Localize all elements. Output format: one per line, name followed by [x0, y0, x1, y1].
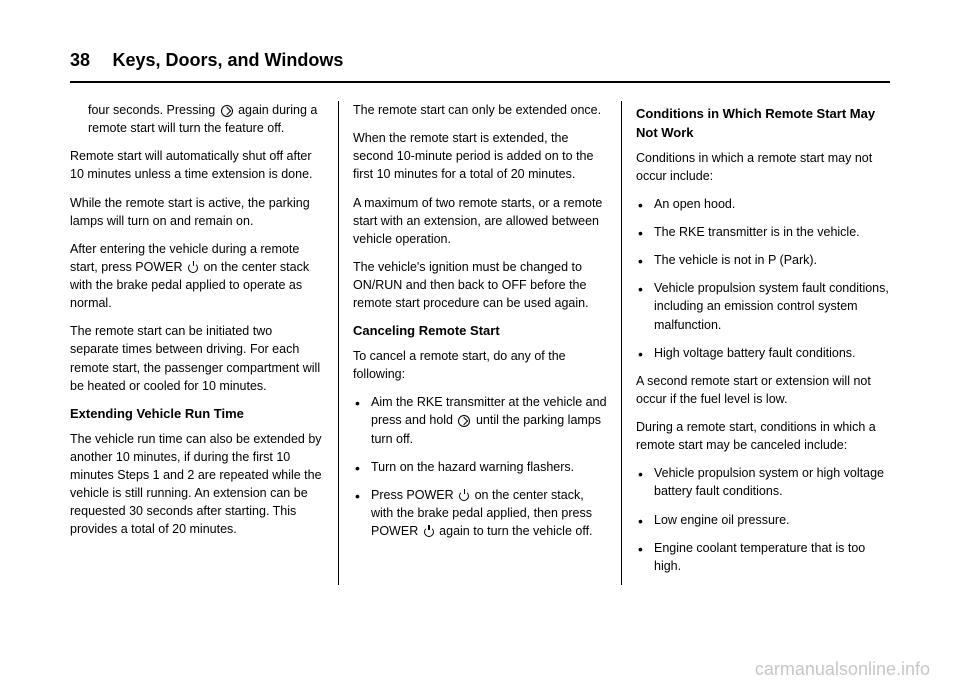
paragraph: The vehicle's ignition must be changed t… — [353, 258, 607, 312]
remote-start-icon — [221, 105, 233, 117]
paragraph: While the remote start is active, the pa… — [70, 194, 324, 230]
watermark: carmanualsonline.info — [755, 659, 930, 680]
paragraph: During a remote start, conditions in whi… — [636, 418, 890, 454]
manual-page: 38 Keys, Doors, and Windows four seconds… — [30, 20, 930, 615]
page-header: 38 Keys, Doors, and Windows — [70, 50, 890, 83]
paragraph: The vehicle run time can also be extende… — [70, 430, 324, 539]
chapter-title: Keys, Doors, and Windows — [112, 50, 343, 70]
list-item: Vehicle propulsion system fault conditio… — [636, 279, 890, 333]
paragraph: A second remote start or extension will … — [636, 372, 890, 408]
paragraph: Conditions in which a remote start may n… — [636, 149, 890, 185]
list-item: Press POWER on the center stack, with th… — [353, 486, 607, 540]
section-heading: Extending Vehicle Run Time — [70, 405, 324, 424]
list-item: Low engine oil pressure. — [636, 511, 890, 529]
bullet-list: An open hood. The RKE transmitter is in … — [636, 195, 890, 362]
paragraph: The remote start can be initiated two se… — [70, 322, 324, 395]
list-item: The vehicle is not in P (Park). — [636, 251, 890, 269]
power-icon — [459, 491, 469, 501]
paragraph: A maximum of two remote starts, or a rem… — [353, 194, 607, 248]
content-columns: four seconds. Pressing again during a re… — [70, 101, 890, 585]
list-item: Engine coolant temperature that is too h… — [636, 539, 890, 575]
column-1: four seconds. Pressing again during a re… — [70, 101, 339, 585]
list-item: High voltage battery fault conditions. — [636, 344, 890, 362]
page-number: 38 — [70, 50, 90, 70]
text: four seconds. Pressing — [88, 103, 219, 117]
power-icon — [424, 527, 434, 537]
bullet-list: Aim the RKE transmitter at the vehicle a… — [353, 393, 607, 540]
column-2: The remote start can only be extended on… — [339, 101, 622, 585]
text: Press POWER — [371, 488, 457, 502]
paragraph: The remote start can only be extended on… — [353, 101, 607, 119]
remote-start-icon — [458, 415, 470, 427]
list-item: Aim the RKE transmitter at the vehicle a… — [353, 393, 607, 447]
power-icon — [188, 263, 198, 273]
section-heading: Conditions in Which Remote Start May Not… — [636, 105, 890, 143]
section-heading: Canceling Remote Start — [353, 322, 607, 341]
paragraph: When the remote start is extended, the s… — [353, 129, 607, 183]
column-3: Conditions in Which Remote Start May Not… — [622, 101, 890, 585]
paragraph: four seconds. Pressing again during a re… — [70, 101, 324, 137]
paragraph: After entering the vehicle during a remo… — [70, 240, 324, 313]
bullet-list: Vehicle propulsion system or high voltag… — [636, 464, 890, 575]
paragraph: Remote start will automatically shut off… — [70, 147, 324, 183]
list-item: The RKE transmitter is in the vehicle. — [636, 223, 890, 241]
list-item: An open hood. — [636, 195, 890, 213]
list-item: Turn on the hazard warning flashers. — [353, 458, 607, 476]
list-item: Vehicle propulsion system or high voltag… — [636, 464, 890, 500]
paragraph: To cancel a remote start, do any of the … — [353, 347, 607, 383]
text: again to turn the vehicle off. — [436, 524, 593, 538]
